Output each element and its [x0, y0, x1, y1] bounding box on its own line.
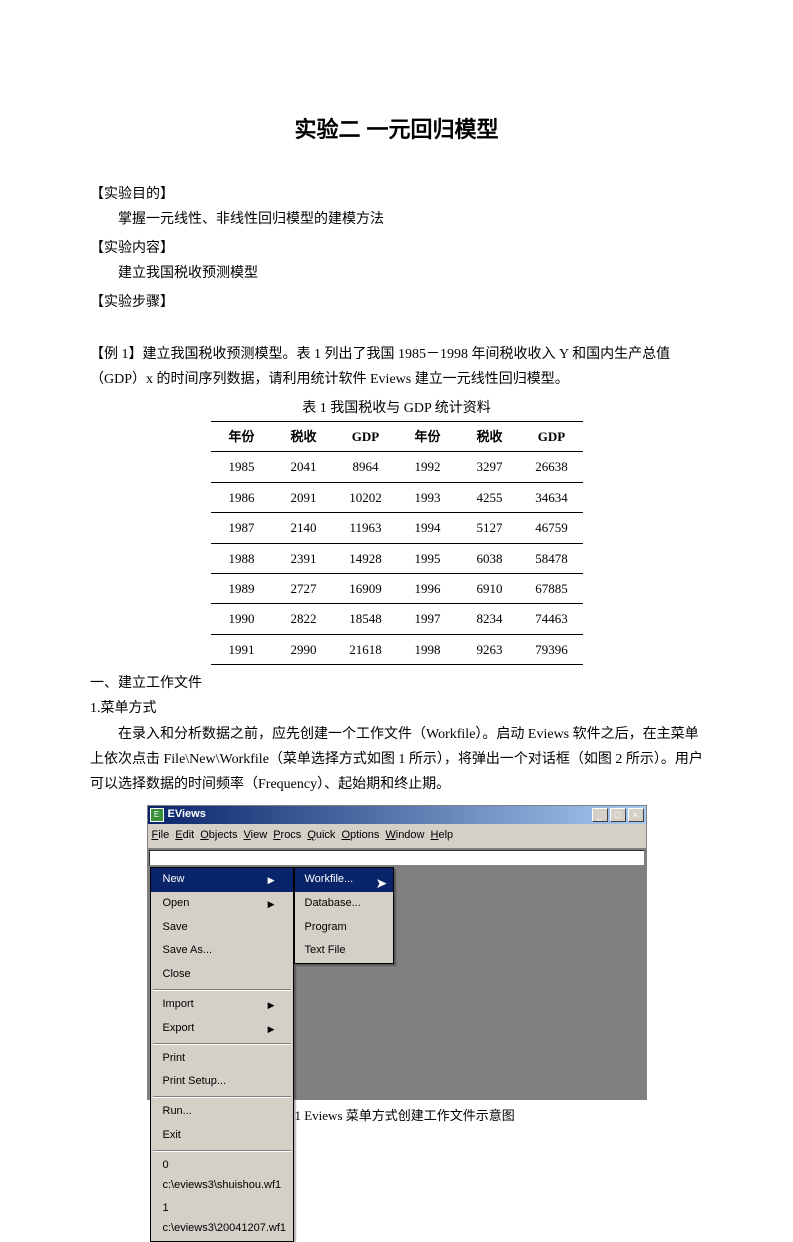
- eviews-titlebar: E EViews _ □ ×: [148, 806, 646, 824]
- section-1-sub: 1.菜单方式: [90, 696, 703, 721]
- page-title: 实验二 一元回归模型: [90, 110, 703, 150]
- col-header: GDP: [335, 422, 397, 452]
- table-row: 19882391149281995603858478: [211, 543, 583, 573]
- file-menu-item[interactable]: Save As...: [151, 939, 293, 963]
- col-header: GDP: [521, 422, 583, 452]
- steps-label: 【实验步骤】: [90, 290, 703, 315]
- file-menu-item[interactable]: Open▶: [151, 892, 293, 916]
- new-submenu: Workfile...Database...ProgramText File: [294, 867, 394, 964]
- eviews-menubar: File Edit Objects View Procs Quick Optio…: [148, 824, 646, 849]
- file-menu-item[interactable]: New▶: [151, 868, 293, 892]
- menu-objects[interactable]: Objects: [200, 826, 237, 846]
- content-label: 【实验内容】: [90, 236, 703, 261]
- table-header-row: 年份 税收 GDP 年份 税收 GDP: [211, 422, 583, 452]
- data-table: 年份 税收 GDP 年份 税收 GDP 19852041896419923297…: [211, 421, 583, 665]
- file-menu-item[interactable]: 1 c:\eviews3\20041207.wf1: [151, 1197, 293, 1241]
- minimize-button[interactable]: _: [592, 808, 608, 822]
- col-header: 年份: [211, 422, 273, 452]
- maximize-button[interactable]: □: [610, 808, 626, 822]
- close-button[interactable]: ×: [628, 808, 644, 822]
- col-header: 税收: [459, 422, 521, 452]
- objective-label: 【实验目的】: [90, 182, 703, 207]
- eviews-title-text: EViews: [168, 805, 592, 825]
- example-intro: 【例 1】建立我国税收预测模型。表 1 列出了我国 1985－1998 年间税收…: [90, 342, 703, 392]
- table-row: 1985204189641992329726638: [211, 452, 583, 482]
- menu-help[interactable]: Help: [431, 826, 454, 846]
- col-header: 年份: [397, 422, 459, 452]
- table-row: 19862091102021993425534634: [211, 482, 583, 512]
- eviews-screenshot: E EViews _ □ × File Edit Objects View Pr…: [147, 805, 647, 1100]
- window-buttons: _ □ ×: [592, 808, 644, 822]
- file-dropdown-menu: New▶Open▶SaveSave As...Close Import▶Expor…: [150, 867, 294, 1242]
- table-row: 19892727169091996691067885: [211, 574, 583, 604]
- menu-procs[interactable]: Procs: [273, 826, 301, 846]
- section-1-para: 在录入和分析数据之前，应先创建一个工作文件（Workfile）。启动 Eview…: [90, 722, 703, 798]
- file-menu-item[interactable]: Close: [151, 963, 293, 987]
- menu-file[interactable]: File: [152, 826, 170, 846]
- menu-options[interactable]: Options: [341, 826, 379, 846]
- file-menu-item[interactable]: Export▶: [151, 1017, 293, 1041]
- table-row: 19912990216181998926379396: [211, 634, 583, 664]
- col-header: 税收: [273, 422, 335, 452]
- file-menu-item[interactable]: 0 c:\eviews3\shuishou.wf1: [151, 1154, 293, 1198]
- table-row: 19872140119631994512746759: [211, 513, 583, 543]
- objective-text: 掌握一元线性、非线性回归模型的建模方法: [90, 207, 703, 232]
- content-text: 建立我国税收预测模型: [90, 261, 703, 286]
- section-1-heading: 一、建立工作文件: [90, 671, 703, 696]
- menu-quick[interactable]: Quick: [307, 826, 335, 846]
- file-menu-item[interactable]: Exit: [151, 1124, 293, 1148]
- submenu-item[interactable]: Database...: [295, 892, 393, 916]
- submenu-item[interactable]: Program: [295, 916, 393, 940]
- file-menu-item[interactable]: Import▶: [151, 993, 293, 1017]
- table-row: 19902822185481997823474463: [211, 604, 583, 634]
- file-menu-item[interactable]: Print: [151, 1047, 293, 1071]
- eviews-workarea: New▶Open▶SaveSave As...Close Import▶Expor…: [148, 867, 646, 1099]
- menu-window[interactable]: Window: [385, 826, 424, 846]
- table-title: 表 1 我国税收与 GDP 统计资料: [90, 396, 703, 421]
- file-menu-item[interactable]: Save: [151, 916, 293, 940]
- menu-edit[interactable]: Edit: [175, 826, 194, 846]
- file-menu-item[interactable]: Print Setup...: [151, 1070, 293, 1094]
- eviews-command-bar[interactable]: [149, 850, 645, 866]
- file-menu-item[interactable]: Run...: [151, 1100, 293, 1124]
- submenu-item[interactable]: Text File: [295, 939, 393, 963]
- eviews-app-icon: E: [150, 808, 164, 822]
- submenu-item[interactable]: Workfile...: [295, 868, 393, 892]
- menu-view[interactable]: View: [244, 826, 268, 846]
